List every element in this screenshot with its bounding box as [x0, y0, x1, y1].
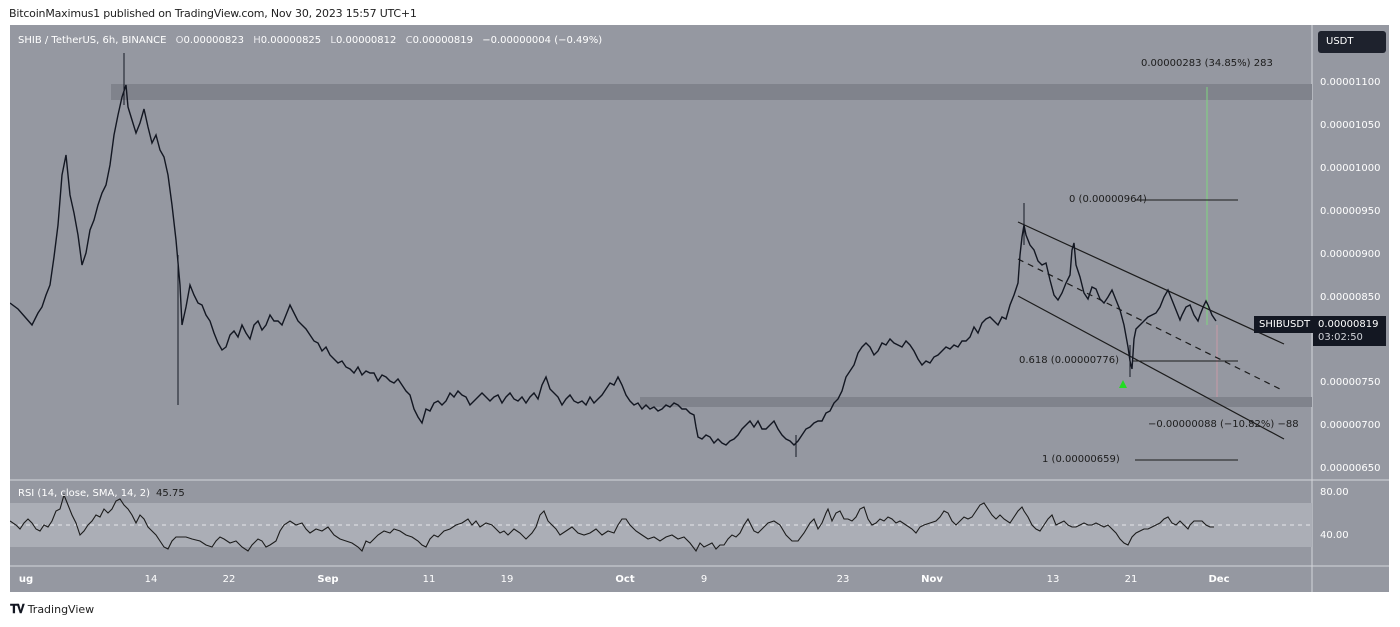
price-tick: 0.00000650: [1320, 463, 1381, 474]
fib-1-label: 1 (0.00000659): [1042, 454, 1120, 465]
price-series: [10, 84, 1217, 446]
open-value: 0.00000823: [183, 35, 244, 46]
fib-0-label: 0 (0.00000964): [1069, 194, 1147, 205]
fib-0618-label: 0.618 (0.00000776): [1019, 355, 1120, 366]
rsi-legend[interactable]: RSI (14, close, SMA, 14, 2) 45.75: [18, 488, 185, 499]
time-tick: 23: [836, 574, 850, 585]
price-tick: 0.00000700: [1320, 420, 1381, 431]
footer: 𝐓𝐕 TradingView: [10, 602, 94, 617]
chart-canvas[interactable]: [10, 25, 1389, 592]
time-tick: 14: [144, 574, 158, 585]
time-tick: 22: [222, 574, 236, 585]
price-tick: 0.00001100: [1320, 77, 1381, 88]
close-value: 0.00000819: [412, 35, 474, 46]
time-tick: Oct: [615, 574, 635, 585]
price-tick: 0.00000850: [1320, 292, 1381, 303]
measure-down-label: −0.00000088 (−10.82%) −88: [1148, 419, 1299, 430]
rsi-tick: 80.00: [1320, 487, 1349, 498]
rsi-label: RSI (14, close, SMA, 14, 2): [18, 488, 151, 499]
symbol-badge: SHIBUSDT: [1254, 316, 1316, 333]
high-key: H: [253, 35, 261, 46]
resistance-zone: [111, 84, 1312, 100]
rsi-value: 45.75: [156, 488, 185, 499]
last-price: 0.00000819: [1318, 319, 1379, 330]
time-tick: 9: [700, 574, 708, 585]
support-zone: [640, 397, 1312, 407]
close-key: C: [405, 35, 413, 46]
last-price-badge: 0.00000819 03:02:50: [1313, 316, 1386, 346]
time-tick: Dec: [1208, 574, 1230, 585]
buy-marker: [1119, 380, 1127, 388]
high-value: 0.00000825: [260, 35, 322, 46]
open-key: O: [175, 35, 184, 46]
rsi-tick: 40.00: [1320, 530, 1349, 541]
footer-brand: TradingView: [27, 603, 95, 616]
price-tick: 0.00000750: [1320, 377, 1381, 388]
price-tick: 0.00000900: [1320, 249, 1381, 260]
time-tick: Nov: [921, 574, 943, 585]
change-value: −0.00000004 (−0.49%): [482, 35, 603, 46]
bar-countdown: 03:02:50: [1318, 332, 1363, 343]
currency-button[interactable]: USDT: [1318, 31, 1386, 53]
rsi-series: [10, 493, 1214, 553]
measure-up-label: 0.00000283 (34.85%) 283: [1141, 58, 1273, 69]
time-tick: 21: [1124, 574, 1138, 585]
symbol-legend[interactable]: SHIB / TetherUS, 6h, BINANCE O0.00000823…: [18, 35, 602, 46]
time-tick: Sep: [317, 574, 339, 585]
published-line: BitcoinMaximus1 published on TradingView…: [9, 7, 417, 20]
time-tick: 11: [422, 574, 436, 585]
price-tick: 0.00001050: [1320, 120, 1381, 131]
low-value: 0.00000812: [335, 35, 397, 46]
low-key: L: [330, 35, 336, 46]
price-tick: 0.00000950: [1320, 206, 1381, 217]
time-tick: ug: [18, 574, 34, 585]
tradingview-logo-icon: 𝐓𝐕: [10, 602, 25, 616]
symbol-title: SHIB / TetherUS, 6h, BINANCE: [18, 35, 167, 46]
time-tick: 19: [500, 574, 514, 585]
price-tick: 0.00001000: [1320, 163, 1381, 174]
time-tick: 13: [1046, 574, 1060, 585]
